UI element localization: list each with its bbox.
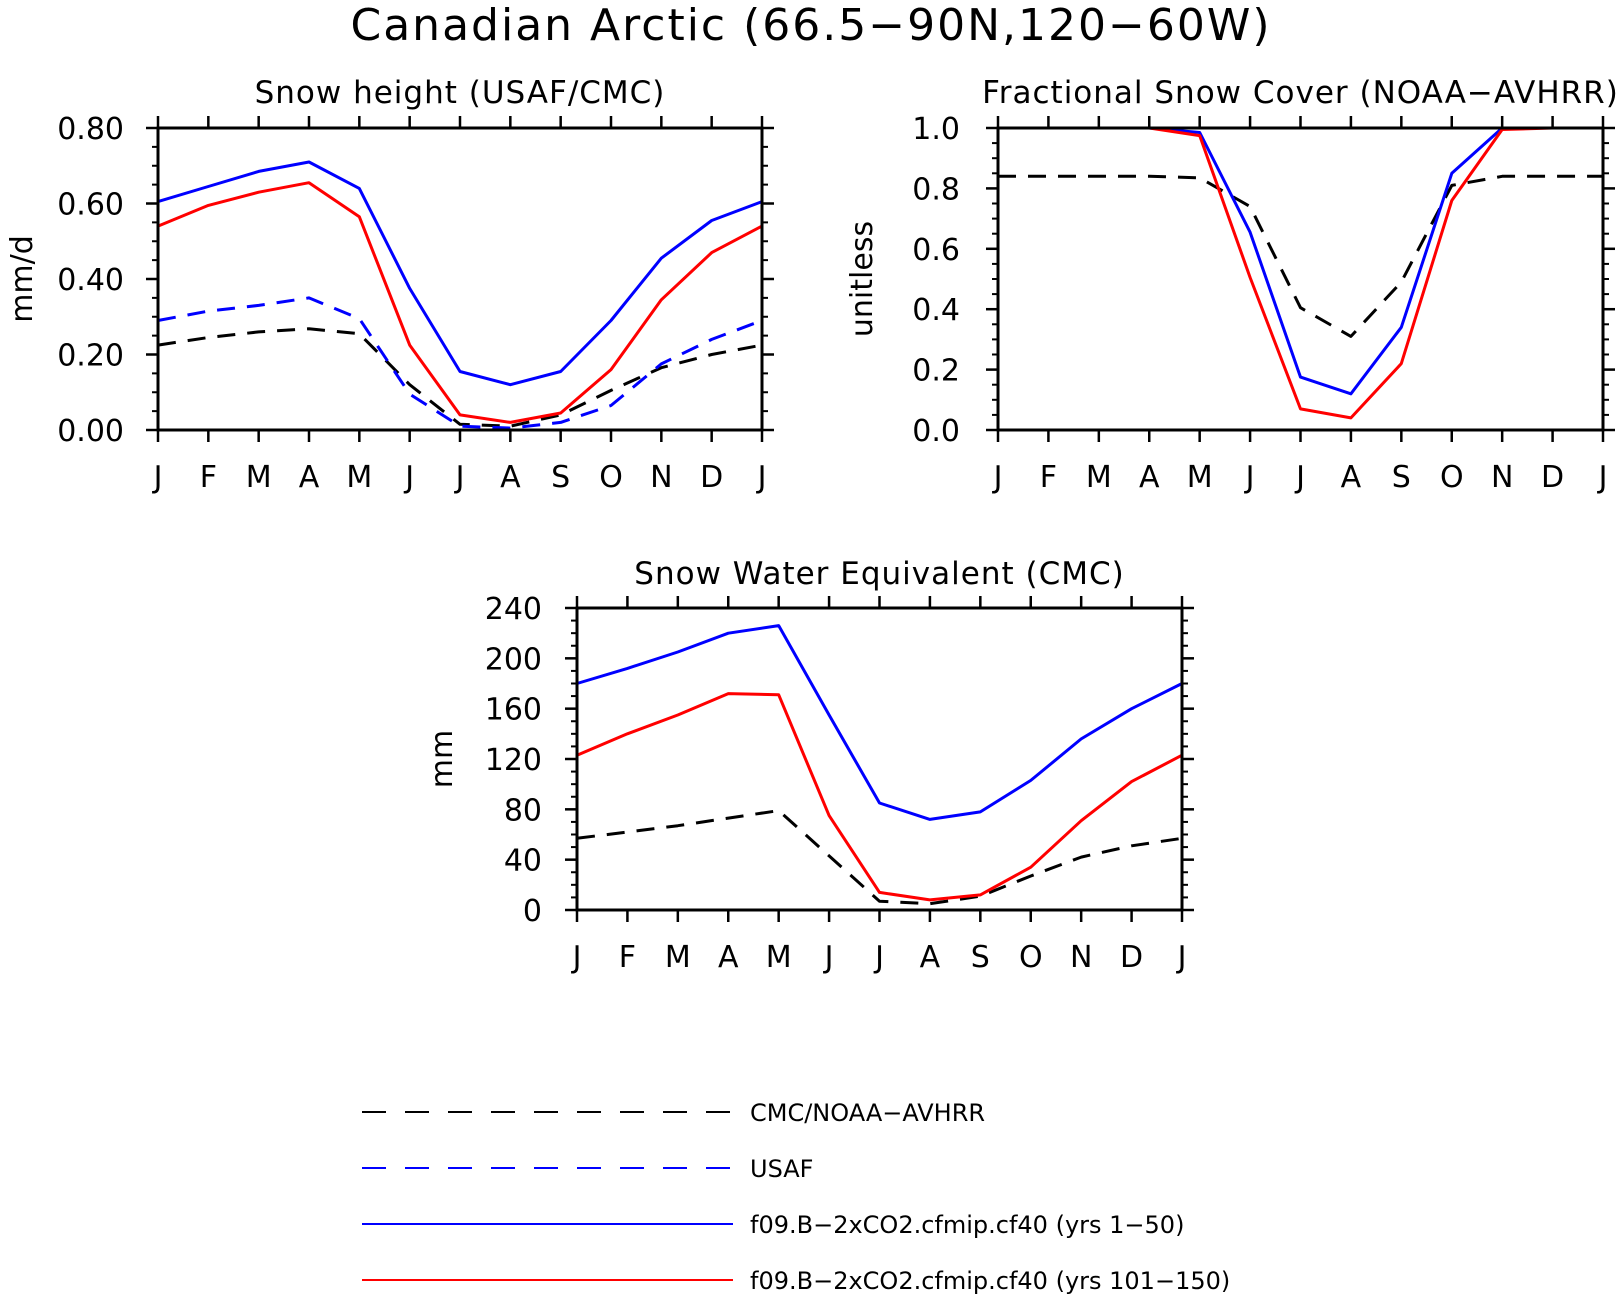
x-tick-label: A xyxy=(920,940,941,975)
y-tick-label: 0.40 xyxy=(57,263,124,298)
legend-label: CMC/NOAA−AVHRR xyxy=(750,1099,985,1127)
series-line-1 xyxy=(998,174,1603,338)
x-tick-label: J xyxy=(1597,460,1608,495)
y-tick-label: 200 xyxy=(485,642,542,677)
x-tick-label: S xyxy=(971,940,990,975)
x-tick-label: J xyxy=(823,940,834,975)
legend-item-3: f09.B−2xCO2.cfmip.cf40 (yrs 1−50) xyxy=(362,1211,1184,1239)
y-tick-label: 0.80 xyxy=(57,112,124,147)
legend-item-4: f09.B−2xCO2.cfmip.cf40 (yrs 101−150) xyxy=(362,1267,1230,1294)
y-tick-label: 0.4 xyxy=(912,293,960,328)
y-tick-label: 80 xyxy=(504,793,542,828)
x-tick-label: J xyxy=(1176,940,1187,975)
panel-title: Snow Water Equivalent (CMC) xyxy=(634,556,1124,592)
y-tick-label: 0.6 xyxy=(912,233,960,268)
series-line-3 xyxy=(157,160,763,387)
y-tick-label: 120 xyxy=(485,743,542,778)
x-tick-label: M xyxy=(1187,460,1213,495)
y-tick-label: 0.00 xyxy=(57,414,124,449)
y-tick-label: 0.0 xyxy=(912,414,960,449)
chart-panels: Snow height (USAF/CMC)mm/d0.000.200.400.… xyxy=(5,75,1619,975)
chart-panel-2: Fractional Snow Cover (NOAA−AVHRR) unitle… xyxy=(845,75,1619,495)
x-tick-label: F xyxy=(1040,460,1057,495)
panel-title: Snow height (USAF/CMC) xyxy=(255,75,666,111)
series-line-1 xyxy=(157,327,763,428)
x-tick-label: F xyxy=(200,460,217,495)
y-tick-label: 160 xyxy=(485,693,542,728)
plot-frame xyxy=(156,126,764,432)
x-tick-label: N xyxy=(650,460,672,495)
y-tick-label: 0.60 xyxy=(57,188,124,223)
x-tick-label: A xyxy=(1341,460,1362,495)
legend-item-1: CMC/NOAA−AVHRR xyxy=(362,1099,985,1127)
series-line-3 xyxy=(576,692,1183,902)
x-tick-label: J xyxy=(571,940,582,975)
figure-title: Canadian Arctic (66.5−90N,120−60W) xyxy=(351,0,1272,51)
y-tick-label: 0 xyxy=(523,894,542,929)
y-tick-label: 240 xyxy=(485,592,542,627)
series-line-4 xyxy=(157,181,763,424)
y-tick-label: 1.0 xyxy=(912,112,960,147)
x-tick-label: J xyxy=(1294,460,1305,495)
x-tick-label: N xyxy=(1070,940,1092,975)
x-tick-label: M xyxy=(246,460,272,495)
y-axis-label: unitless xyxy=(845,221,880,337)
y-axis-label: mm xyxy=(425,730,460,788)
x-tick-label: S xyxy=(551,460,570,495)
x-tick-label: D xyxy=(1541,460,1564,495)
y-tick-label: 0.8 xyxy=(912,172,960,207)
x-tick-label: J xyxy=(403,460,414,495)
y-tick-label: 0.2 xyxy=(912,354,960,389)
x-tick-label: A xyxy=(299,460,320,495)
x-tick-label: O xyxy=(1440,460,1464,495)
x-tick-label: J xyxy=(992,460,1003,495)
x-tick-label: A xyxy=(1139,460,1160,495)
series-line-2 xyxy=(998,126,1603,396)
series-line-2 xyxy=(576,624,1183,821)
x-tick-label: O xyxy=(1019,940,1043,975)
series-line-1 xyxy=(576,809,1183,906)
x-tick-label: J xyxy=(454,460,465,495)
x-tick-label: J xyxy=(152,460,163,495)
chart-panel-1: Snow height (USAF/CMC) mm/d 0.00 0.20 0.40 0.… xyxy=(5,75,774,495)
legend-item-2: USAF xyxy=(362,1155,813,1183)
y-axis-label: mm/d xyxy=(5,235,40,323)
x-tick-label: N xyxy=(1491,460,1513,495)
x-tick-label: J xyxy=(873,940,884,975)
x-tick-label: D xyxy=(1120,940,1143,975)
x-tick-label: S xyxy=(1392,460,1411,495)
x-tick-label: F xyxy=(619,940,636,975)
legend-label: f09.B−2xCO2.cfmip.cf40 (yrs 101−150) xyxy=(750,1267,1230,1294)
series-line-2 xyxy=(157,296,763,430)
panel-title: Fractional Snow Cover (NOAA−AVHRR) xyxy=(982,75,1619,111)
plot-frame xyxy=(575,606,1184,912)
x-tick-label: D xyxy=(700,460,723,495)
x-tick-label: A xyxy=(718,940,739,975)
x-tick-label: M xyxy=(346,460,372,495)
x-tick-label: J xyxy=(756,460,767,495)
x-tick-label: M xyxy=(1086,460,1112,495)
y-tick-label: 0.20 xyxy=(57,339,124,374)
x-tick-label: O xyxy=(599,460,623,495)
x-tick-label: M xyxy=(766,940,792,975)
plot-frame xyxy=(996,126,1605,432)
x-tick-label: M xyxy=(665,940,691,975)
legend-label: USAF xyxy=(750,1155,813,1183)
legend-label: f09.B−2xCO2.cfmip.cf40 (yrs 1−50) xyxy=(750,1211,1184,1239)
x-tick-label: A xyxy=(500,460,521,495)
legend: CMC/NOAA−AVHRR USAF f09.B−2xCO2.cfmip.cf40… xyxy=(362,1099,1230,1294)
y-tick-label: 40 xyxy=(504,844,542,879)
chart-panel-3: Snow Water Equivalent (CMC) mm 0 40 80 120 160… xyxy=(425,556,1194,975)
x-tick-label: J xyxy=(1244,460,1255,495)
